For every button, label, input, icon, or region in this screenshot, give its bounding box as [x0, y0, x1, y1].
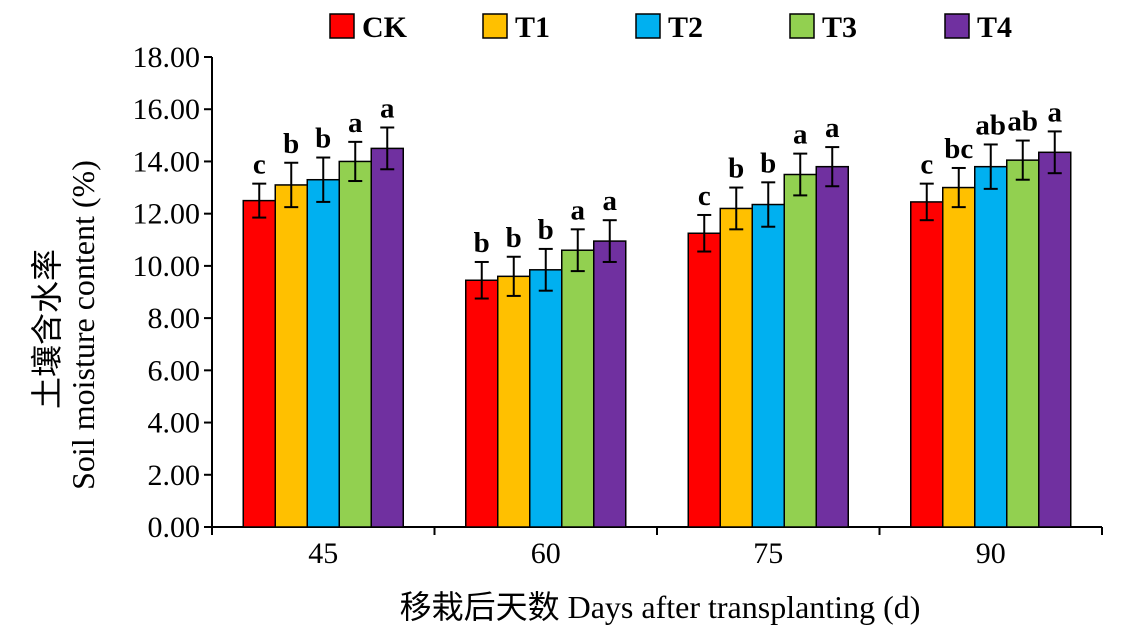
significance-label: b [760, 147, 776, 179]
y-tick-label: 18.00 [133, 41, 201, 74]
bar-t2-60 [529, 269, 563, 528]
bar-t3-90 [1006, 159, 1040, 528]
significance-label: a [380, 93, 395, 125]
bars [242, 126, 1072, 528]
significance-label: b [283, 128, 299, 160]
legend-label-ck: CK [362, 11, 408, 44]
bar-t1-45 [274, 184, 308, 528]
significance-label: c [253, 149, 266, 181]
x-tick-label: 45 [308, 537, 338, 570]
significance-label: a [793, 119, 808, 151]
y-tick-label: 6.00 [148, 354, 201, 387]
legend-label-t4: T4 [977, 11, 1012, 44]
significance-label: c [698, 180, 711, 212]
significance-label: a [348, 107, 363, 139]
bar-t2-90 [974, 165, 1008, 528]
significance-label: a [603, 185, 618, 217]
significance-label: b [315, 123, 331, 155]
legend-swatch-t2 [635, 13, 661, 39]
y-tick-label: 8.00 [148, 302, 201, 335]
significance-label: b [728, 153, 744, 185]
bar-t3-45 [338, 160, 372, 528]
significance-label: b [538, 214, 554, 246]
y-tick-label: 2.00 [148, 459, 201, 492]
significance-label: ab [1007, 106, 1038, 138]
y-tick-label: 12.00 [133, 198, 201, 231]
significance-label: a [825, 112, 840, 144]
legend-swatch-t1 [482, 13, 508, 39]
bar-t1-90 [942, 186, 976, 528]
y-axis-title: 土壤含水率 Soil moisture content (%) [29, 160, 101, 490]
significance-label: b [474, 227, 490, 259]
significance-label: c [920, 149, 933, 181]
bar-t2-45 [306, 178, 340, 528]
y-axis-title-cn: 土壤含水率 [29, 249, 65, 409]
legend-swatch-ck [329, 13, 355, 39]
bar-ck-45 [242, 199, 276, 528]
significance-label: a [571, 194, 586, 226]
bar-ck-75 [687, 232, 721, 528]
x-tick-label: 90 [976, 537, 1006, 570]
legend-label-t2: T2 [668, 11, 703, 44]
y-tick-label: 4.00 [148, 407, 201, 440]
significance-label: b [506, 222, 522, 254]
significance-label: bc [944, 133, 973, 165]
legend-label-t3: T3 [822, 11, 857, 44]
bar-ck-90 [910, 201, 944, 528]
significance-label: a [1048, 96, 1063, 128]
x-tick-label: 75 [753, 537, 783, 570]
axes: 0.00 2.00 4.00 6.00 8.00 10.00 12.00 14.00 16.00… [133, 41, 1103, 570]
bar-t1-75 [719, 207, 753, 528]
bar-t1-60 [497, 275, 531, 528]
bar-t4-45 [370, 147, 404, 528]
significance-label: ab [975, 109, 1006, 141]
bar-t4-90 [1038, 151, 1072, 528]
y-tick-label: 14.00 [133, 145, 201, 178]
legend-label-t1: T1 [515, 11, 550, 44]
x-axis-title: 移栽后天数 Days after transplanting (d) [400, 589, 921, 625]
y-tick-label: 10.00 [133, 250, 201, 283]
bar-t2-75 [751, 203, 785, 528]
bar-t4-75 [815, 165, 849, 528]
legend-swatch-t4 [944, 13, 970, 39]
y-tick-label: 16.00 [133, 93, 201, 126]
bar-t4-60 [593, 240, 627, 528]
bar-t3-60 [561, 249, 595, 528]
y-axis-title-en: Soil moisture content (%) [65, 160, 101, 490]
bar-ck-60 [465, 279, 499, 528]
svg-text:土壤含水率 Soil moisture cont: 土壤含水率 Soil moisture content (%) [29, 160, 101, 490]
bar-t3-75 [783, 173, 817, 528]
legend: CK T1 T2 T3 T4 [329, 11, 1012, 44]
legend-swatch-t3 [789, 13, 815, 39]
x-tick-label: 60 [531, 537, 561, 570]
y-tick-label: 0.00 [148, 511, 201, 544]
